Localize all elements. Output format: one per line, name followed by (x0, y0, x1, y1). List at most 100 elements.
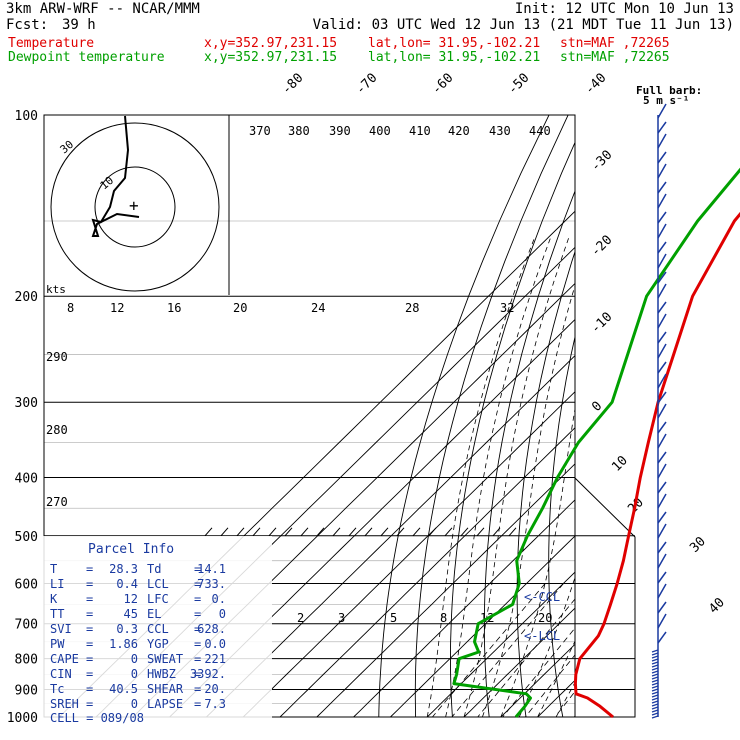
moist-adiabat (593, 238, 740, 717)
wind-barb (651, 649, 659, 653)
wind-barb (657, 181, 667, 194)
mixing-ratio-line (584, 583, 688, 717)
wind-barb (657, 391, 667, 404)
legend-dewpoint-label: Dewpoint temperature (8, 50, 165, 65)
wind-barb (657, 163, 667, 179)
parcel-eq: = (194, 592, 201, 606)
hodograph-outer-ring (50, 122, 220, 292)
wind-barb (651, 670, 659, 674)
parcel-label: K (50, 592, 58, 606)
hodograph: + 10 30 kts (46, 115, 230, 296)
parcel-value: 1.86 (109, 637, 138, 651)
tick-mark (396, 527, 405, 537)
wind-barb (657, 613, 667, 629)
pressure-label-900: 900 (15, 683, 38, 698)
isotherm-line (390, 535, 575, 718)
wind-barb (651, 697, 659, 701)
mixing-ratio-line (477, 598, 575, 718)
isotherm-label: -40 (582, 71, 609, 98)
wind-barb (657, 541, 667, 554)
parcel-eq: = (194, 652, 201, 666)
wind-barb (651, 673, 659, 677)
wind-barb (657, 553, 667, 569)
wind-barb (657, 271, 667, 284)
tick-mark (412, 527, 421, 537)
wind-barb (657, 223, 667, 239)
hodograph-inner-label: 10 (98, 174, 117, 192)
theta-e-label: 400 (369, 124, 391, 138)
wind-barb (657, 631, 667, 644)
wind-barb (657, 103, 667, 119)
isotherm-label: -50 (505, 71, 532, 98)
pressure-label-1000: 1000 (7, 711, 38, 726)
parcel-value: 0 (131, 697, 138, 711)
dry-adiabat (548, 334, 575, 718)
parcel-label: LI (50, 577, 64, 591)
tick-mark (284, 527, 293, 537)
wind-barb (657, 313, 667, 329)
parcel-label: YGP (147, 637, 169, 651)
isotherm-line (500, 643, 575, 718)
wind-barb (657, 601, 667, 614)
temperature-profile (573, 211, 740, 719)
parcel-value: 45 (124, 607, 138, 621)
parcel-label: Tc (50, 682, 64, 696)
parcel-label: LAPSE (147, 697, 183, 711)
isotherm-label: -80 (279, 71, 306, 98)
wind-barb (657, 451, 667, 464)
mixing-ratio-label: 12 (110, 301, 124, 315)
wind-barb (651, 691, 659, 695)
parcel-label: LFC (147, 592, 169, 606)
theta-e-label: 410 (409, 124, 431, 138)
moist-adiabat (611, 238, 740, 717)
parcel-eq: = (194, 637, 201, 651)
pressure-label-300: 300 (15, 396, 38, 411)
tick-mark (492, 527, 501, 537)
parcel-cell: CELL = 089/08 (50, 711, 144, 725)
parcel-eq: = (86, 622, 93, 636)
tick-mark (204, 527, 213, 537)
theta-e-label: 380 (288, 124, 310, 138)
mixing-ratio-label: 20 (538, 611, 552, 625)
legend-temperature-station: stn=MAF ,72265 (560, 36, 670, 51)
dry-adiabats (378, 115, 575, 718)
parcel-info-title: Parcel Info (88, 542, 174, 557)
parcel-label: CIN (50, 667, 72, 681)
parcel-eq: = (194, 607, 201, 621)
parcel-eq: = (194, 697, 201, 711)
parcel-label: CAPE (50, 652, 79, 666)
isotherm-label: -70 (353, 71, 380, 98)
wind-barb (657, 361, 667, 374)
tick-mark (316, 527, 325, 537)
wind-barb (651, 688, 659, 692)
pressure-label-800: 800 (15, 653, 38, 668)
parcel-eq: = (86, 697, 93, 711)
isotherm-label: 10 (609, 453, 631, 475)
parcel-value: 14.1 (197, 562, 226, 576)
parcel-value: 20. (204, 682, 226, 696)
init-time: Init: 12 UTC Mon 10 Jun 13 (514, 1, 734, 17)
mixing-ratio-label: 2 (297, 611, 304, 625)
legend-dewpoint-xy: x,y=352.97,231.15 (204, 50, 338, 65)
parcel-eq: = (194, 667, 201, 681)
isotherm-line (426, 571, 575, 718)
wind-barb (657, 211, 667, 224)
parcel-eq: = (86, 637, 93, 651)
mixing-ratio-lines (432, 583, 688, 718)
parcel-eq: = (194, 682, 201, 696)
isotherm-line (611, 115, 740, 717)
isotherm-label: -30 (588, 148, 615, 175)
parcel-label: CCL (147, 622, 169, 636)
wind-barb (657, 403, 667, 419)
wind-barb (657, 481, 667, 494)
parcel-eq: = (194, 562, 201, 576)
isotherm-line (279, 427, 575, 718)
parcel-label: HWBZ (147, 667, 176, 681)
wind-barb (651, 685, 659, 689)
pressure-label-400: 400 (15, 471, 38, 486)
wind-barb (657, 523, 667, 539)
full-barb-unit: 5 m s⁻¹ (643, 94, 689, 107)
hodograph-inner-ring (94, 166, 176, 248)
tick-mark (508, 527, 517, 537)
tick-mark (220, 527, 229, 537)
